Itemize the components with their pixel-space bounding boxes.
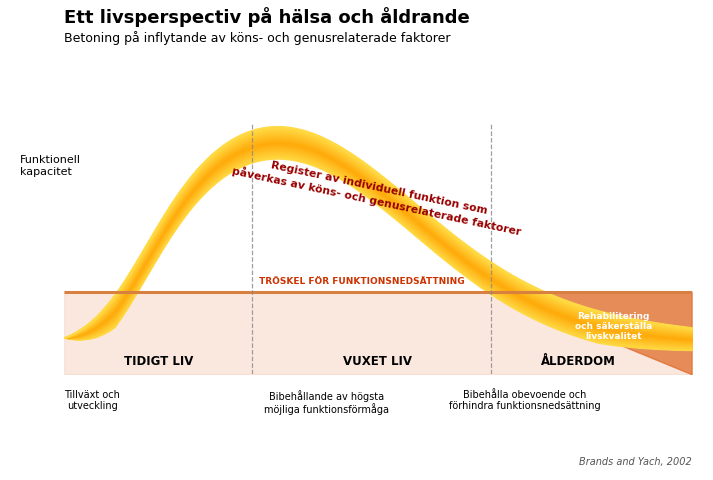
Text: Bibehålla obevoende och
förhindra funktionsnedsättning: Bibehålla obevoende och förhindra funkti… (449, 389, 601, 410)
Text: Ett livsperspectiv på hälsa och åldrande: Ett livsperspectiv på hälsa och åldrande (64, 7, 470, 27)
Text: TRÖSKEL FÖR FUNKTIONSNEDSÄTTNING: TRÖSKEL FÖR FUNKTIONSNEDSÄTTNING (259, 277, 464, 286)
Text: Tillväxt och
utveckling: Tillväxt och utveckling (64, 389, 120, 410)
Text: Rehabilitering
och säkerställa
livskvalitet: Rehabilitering och säkerställa livskvali… (575, 311, 652, 341)
Text: TIDIGT LIV: TIDIGT LIV (123, 354, 193, 367)
Text: VUXET LIV: VUXET LIV (344, 354, 412, 367)
Text: Betoning på inflytande av köns- och genusrelaterade faktorer: Betoning på inflytande av köns- och genu… (64, 31, 451, 45)
Text: Funktionell
kapacitet: Funktionell kapacitet (20, 155, 81, 176)
Text: Brands and Yach, 2002: Brands and Yach, 2002 (579, 456, 692, 466)
Text: Register av individuell funktion som
påverkas av köns- och genusrelaterade fakto: Register av individuell funktion som påv… (231, 152, 525, 237)
Text: ÅLDERDOM: ÅLDERDOM (541, 354, 616, 367)
Text: Bibehållande av högsta
möjliga funktionsförmåga: Bibehållande av högsta möjliga funktions… (264, 389, 389, 415)
